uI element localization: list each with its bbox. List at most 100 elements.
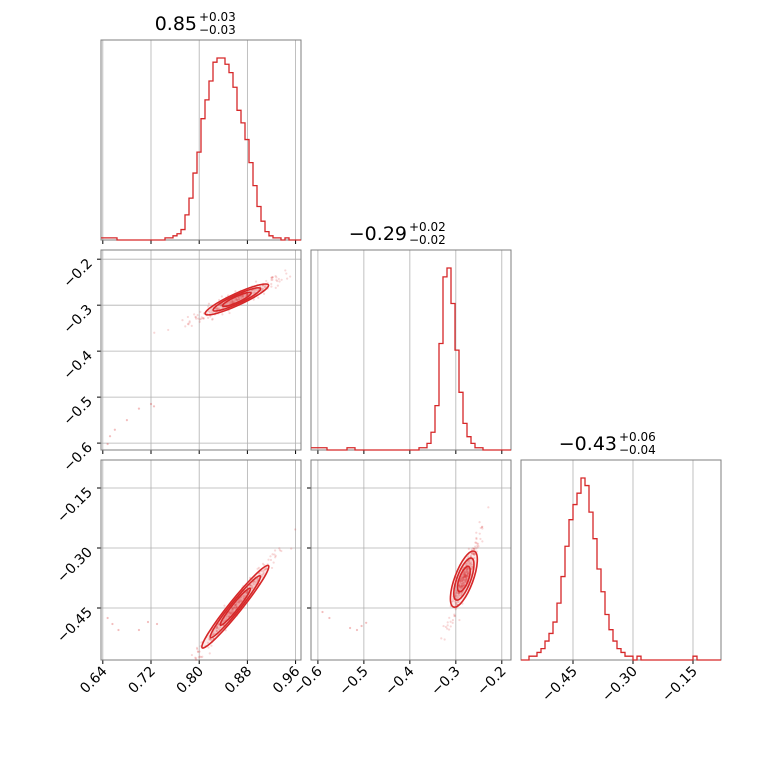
sample-point (261, 287, 264, 291)
sample-point (276, 279, 279, 283)
sample-point (200, 316, 203, 319)
sample-point (462, 573, 466, 576)
sample-point (462, 583, 466, 587)
sample-point (455, 594, 458, 597)
sample-point (458, 585, 462, 589)
sample-point (464, 580, 467, 583)
sample-point (455, 592, 458, 595)
title-median: −0.29 (349, 223, 407, 245)
sample-point (188, 320, 191, 323)
sample-point (471, 547, 474, 550)
sample-point (252, 582, 255, 586)
sample-point (449, 625, 452, 628)
sample-point (461, 586, 464, 589)
sample-point (463, 573, 467, 576)
panel-2-0-frame (100, 459, 302, 661)
x-tick-label: 0.64 (77, 663, 110, 696)
sample-point (462, 577, 465, 580)
sample-point (270, 278, 273, 281)
sample-point (475, 536, 478, 540)
sample-point (231, 300, 234, 303)
sample-point (255, 288, 258, 291)
sample-point (471, 553, 475, 556)
sample-point (236, 299, 239, 302)
sample-point (219, 625, 222, 629)
sample-point (252, 291, 255, 295)
y-tick-label: −0.30 (54, 545, 96, 587)
sample-point (458, 584, 461, 587)
title-plus: +0.03 (199, 10, 236, 24)
sample-point (221, 313, 224, 316)
sample-point (238, 298, 241, 301)
sample-point (464, 580, 467, 583)
sample-point (464, 575, 467, 578)
outlier-point (125, 419, 129, 422)
panel-2-1-grid (311, 460, 511, 660)
sample-point (487, 506, 490, 509)
sample-point (228, 614, 231, 617)
sample-point (201, 317, 204, 320)
sample-point (195, 646, 199, 649)
sample-point (257, 566, 260, 569)
sample-point (242, 295, 245, 298)
sample-point (453, 614, 456, 617)
sample-point (198, 650, 201, 653)
sample-point (240, 600, 243, 603)
sample-point (235, 299, 239, 302)
sample-point (458, 618, 461, 622)
sample-point (461, 573, 464, 577)
scatter-1-2 (321, 506, 490, 641)
sample-point (263, 563, 266, 567)
sample-point (245, 591, 248, 594)
contour-level-1 (201, 564, 270, 649)
sample-point (461, 586, 464, 589)
sample-point (167, 328, 170, 332)
contour-level-1 (204, 283, 270, 316)
sample-point (218, 298, 221, 302)
sample-point (229, 611, 232, 614)
sample-point (477, 545, 480, 548)
x-tick-label: −0.15 (659, 664, 701, 706)
sample-point (474, 541, 478, 544)
sample-point (276, 284, 279, 287)
sample-point (467, 570, 470, 573)
sample-point (207, 302, 211, 305)
outlier-point (360, 624, 363, 628)
sample-point (472, 552, 475, 555)
x-tick-label: −0.30 (599, 664, 641, 706)
sample-point (253, 580, 256, 583)
sample-point (289, 275, 292, 278)
sample-point (472, 551, 475, 554)
sample-point (476, 542, 479, 545)
sample-point (249, 584, 252, 587)
sample-point (238, 601, 241, 604)
sample-point (460, 592, 463, 595)
sample-point (443, 638, 446, 641)
sample-point (225, 615, 228, 618)
sample-point (464, 574, 467, 577)
sample-point (476, 546, 479, 549)
sample-point (278, 549, 282, 552)
sample-point (447, 628, 451, 631)
panel-1-1-grid (317, 250, 503, 450)
sample-point (475, 531, 478, 534)
sample-point (458, 592, 461, 595)
sample-point (231, 299, 234, 302)
sample-point (457, 596, 460, 599)
title-minus: −0.03 (199, 23, 236, 37)
sample-point (239, 598, 242, 601)
sample-point (451, 619, 455, 622)
sample-point (442, 624, 445, 628)
panel-1-0-grid (101, 250, 301, 450)
sample-point (240, 295, 243, 298)
sample-point (465, 574, 468, 578)
contour-level-3 (456, 565, 472, 593)
sample-point (448, 616, 451, 619)
sample-point (460, 587, 463, 590)
sample-point (229, 612, 232, 616)
x-tick-label: 0.88 (222, 664, 255, 697)
sample-point (470, 548, 473, 551)
sample-point (453, 614, 456, 618)
panel-0-0-grid (102, 40, 296, 240)
